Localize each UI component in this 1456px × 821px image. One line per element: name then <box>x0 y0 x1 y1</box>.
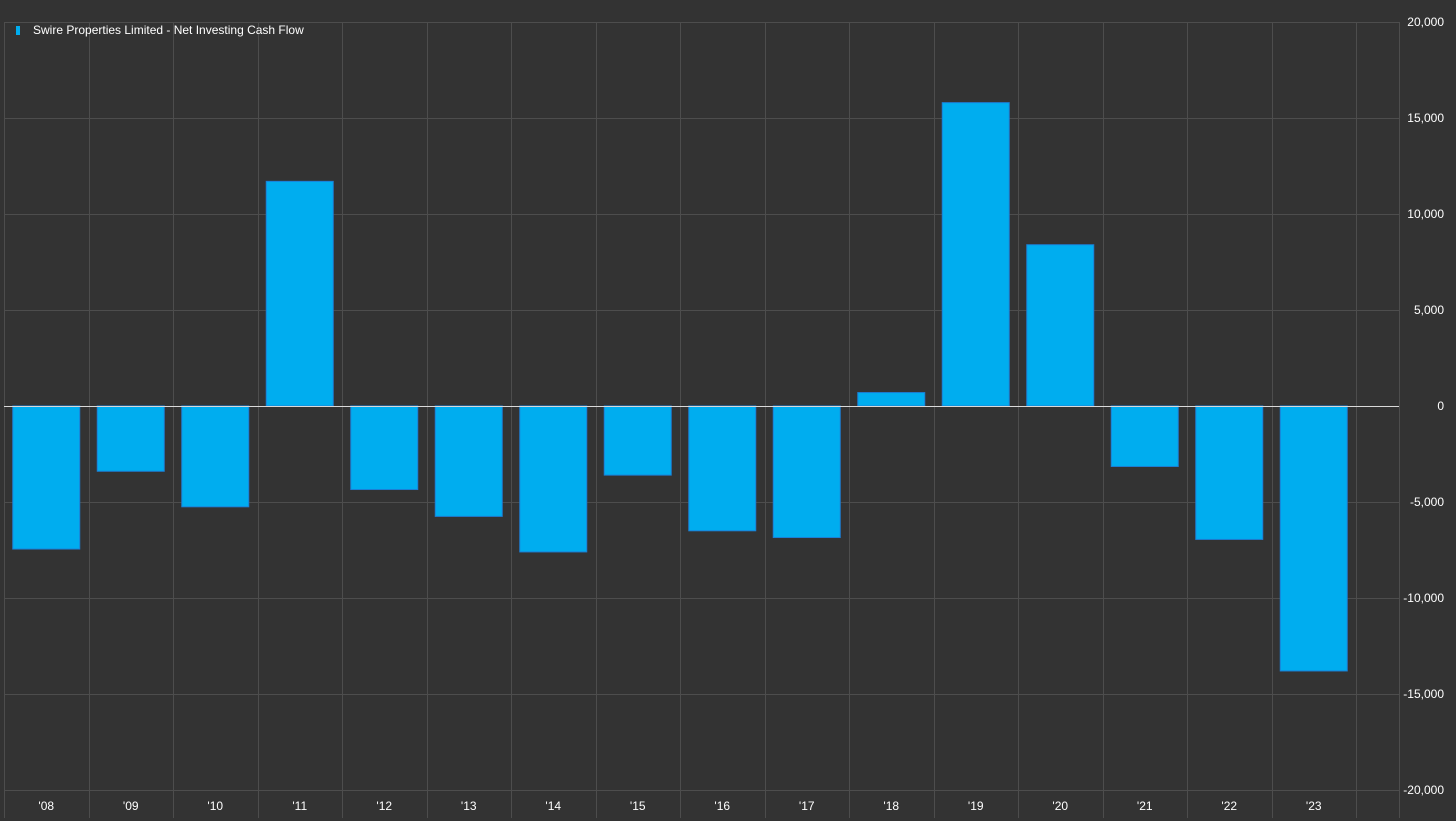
bars <box>12 102 1348 672</box>
bar-14 <box>519 405 588 553</box>
x-tick-label-09: '09 <box>123 799 139 813</box>
legend-swatch <box>16 25 20 35</box>
y-axis-ticks: 20,000 15,000 10,000 5,000 0 -5,000 -10,000 -15… <box>1403 15 1444 797</box>
x-axis-ticks: '08 '09 '10 '11 '12 '13 '14 '15 '16 '17 '18 '19 '20 '… <box>38 799 1321 813</box>
x-tick-label-17: '17 <box>799 799 815 813</box>
bar-18 <box>857 392 926 407</box>
bar-09 <box>96 405 165 472</box>
legend-label: Swire Properties Limited - Net Investing… <box>33 23 304 37</box>
y-tick-label-7: -15,000 <box>1403 687 1444 701</box>
y-tick-label-6: -10,000 <box>1403 591 1444 605</box>
y-tick-label-1: 15,000 <box>1407 111 1444 125</box>
bar-16 <box>688 405 757 532</box>
y-tick-label-2: 10,000 <box>1407 207 1444 221</box>
x-tick-label-13: '13 <box>461 799 477 813</box>
bar-23 <box>1279 405 1348 672</box>
bar-10 <box>181 405 250 508</box>
x-tick-label-19: '19 <box>968 799 984 813</box>
bar-13 <box>434 405 503 517</box>
bar-12 <box>350 405 419 491</box>
bar-11 <box>265 180 334 407</box>
y-tick-label-0: 20,000 <box>1407 15 1444 29</box>
bar-19 <box>941 102 1010 407</box>
x-tick-label-12: '12 <box>376 799 392 813</box>
x-tick-label-16: '16 <box>714 799 730 813</box>
x-tick-label-11: '11 <box>292 799 307 813</box>
bar-20 <box>1026 244 1095 407</box>
bar-08 <box>12 405 81 550</box>
x-tick-label-14: '14 <box>545 799 561 813</box>
x-tick-label-18: '18 <box>883 799 899 813</box>
x-tick-label-15: '15 <box>630 799 646 813</box>
bar-15 <box>603 405 672 476</box>
x-tick-label-21: '21 <box>1137 799 1153 813</box>
y-tick-label-5: -5,000 <box>1410 495 1444 509</box>
x-tick-label-08: '08 <box>38 799 54 813</box>
y-tick-label-4: 0 <box>1437 399 1444 413</box>
bar-21 <box>1110 405 1179 467</box>
bar-22 <box>1195 405 1264 540</box>
y-tick-label-3: 5,000 <box>1414 303 1444 317</box>
legend: Swire Properties Limited - Net Investing… <box>16 22 304 38</box>
x-tick-label-22: '22 <box>1221 799 1237 813</box>
bar-17 <box>772 405 841 539</box>
x-tick-label-20: '20 <box>1052 799 1068 813</box>
y-tick-label-8: -20,000 <box>1403 783 1444 797</box>
x-tick-label-10: '10 <box>207 799 223 813</box>
x-tick-label-23: '23 <box>1306 799 1322 813</box>
